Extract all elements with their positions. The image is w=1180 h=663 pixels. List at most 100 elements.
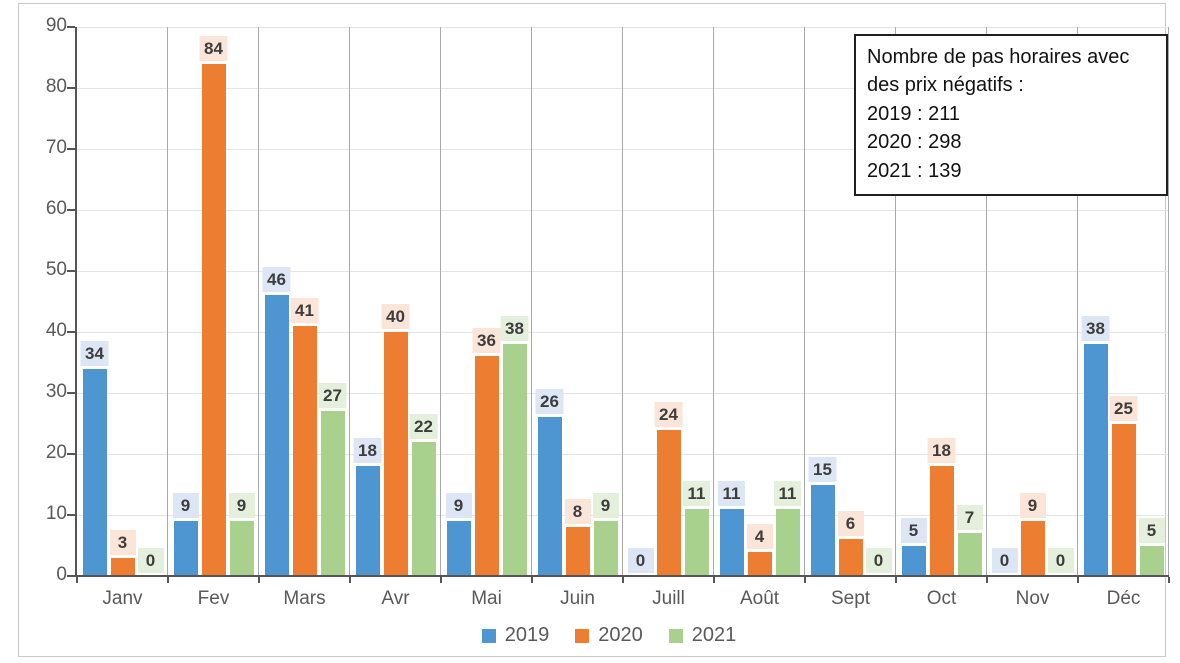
bar-2020-Oct (929, 466, 954, 576)
bar-2019-Oct (901, 545, 926, 576)
legend-label: 2019 (504, 624, 550, 646)
y-axis-line (75, 27, 77, 576)
y-axis-tick (67, 514, 75, 516)
x-axis-category-label: Mai (471, 588, 502, 609)
data-label-2019-Janv: 34 (80, 340, 109, 366)
y-axis-tick-label: 90 (45, 15, 67, 36)
data-label-2021-Juill: 11 (682, 480, 711, 506)
bar-2020-Juill (656, 429, 681, 576)
x-axis-tick (531, 577, 533, 583)
gridline-vertical-separator (986, 27, 987, 576)
data-label-2020-Mai: 36 (472, 328, 501, 354)
data-label-2020-Août: 4 (746, 523, 773, 549)
data-label-2020-Sept: 6 (837, 511, 864, 537)
x-axis-tick (622, 577, 624, 583)
legend: 2019 2020 2021 (19, 624, 1180, 647)
gridline-vertical-separator (895, 27, 896, 576)
x-axis-category-label: Nov (1015, 588, 1050, 609)
x-axis-category-label: Fev (197, 588, 230, 609)
gridline-vertical-separator (258, 27, 259, 576)
x-axis-category-label: Août (739, 588, 780, 609)
x-axis-tick (258, 577, 260, 583)
bar-2020-Août (747, 551, 772, 576)
data-label-2021-Août: 11 (773, 480, 802, 506)
gridline-vertical-separator (804, 27, 805, 576)
bar-2020-Sept (838, 539, 863, 576)
x-axis-line (75, 575, 1169, 577)
bar-2019-Mars (264, 295, 289, 576)
annotation-line: Nombre de pas horaires avec (867, 46, 1130, 68)
gridline-vertical-separator (167, 27, 168, 576)
gridline-vertical-separator (713, 27, 714, 576)
y-axis-tick (67, 209, 75, 211)
legend-label: 2021 (691, 624, 737, 646)
x-axis-category-label: Juill (652, 588, 685, 609)
legend-item-2019: 2019 (481, 624, 550, 647)
x-axis-category-label: Déc (1106, 588, 1141, 609)
y-axis-tick (67, 148, 75, 150)
plot-area: 34 9 46 18 9 26 0 11 15 5 0 38 3 84 41 40 36 8 24 4 6 18 9 25 0 9… (77, 27, 1169, 576)
gridline-vertical-separator (531, 27, 532, 576)
x-axis-tick (167, 577, 169, 583)
data-label-2021-Mars: 27 (318, 383, 347, 409)
bar-2019-Avr (355, 466, 380, 576)
y-axis-tick-label: 30 (45, 381, 67, 402)
y-axis-tick-label: 0 (56, 564, 67, 585)
bar-2019-Juin (537, 417, 562, 576)
gridline-horizontal (77, 515, 1169, 516)
gridline-horizontal (77, 393, 1169, 394)
data-label-2020-Janv: 3 (109, 529, 136, 555)
legend-label: 2020 (598, 624, 643, 646)
y-axis-tick-label: 10 (45, 503, 67, 524)
annotation-line: des prix négatifs : (867, 74, 1024, 97)
data-label-2021-Déc: 5 (1138, 517, 1165, 543)
y-axis-tick-label: 50 (45, 259, 67, 280)
data-label-2020-Mars: 41 (290, 297, 319, 323)
data-label-2019-Déc: 38 (1081, 316, 1110, 342)
x-axis-tick (1077, 577, 1079, 583)
y-axis-tick-label: 40 (45, 320, 67, 341)
gridline-vertical-separator (440, 27, 441, 576)
bar-2020-Déc (1111, 423, 1136, 576)
gridline-horizontal (77, 27, 1169, 28)
annotation-line: 2019 : 211 (867, 102, 961, 125)
x-axis-category-label: Mars (283, 588, 326, 609)
y-axis-tick (67, 453, 75, 455)
bar-2020-Mars (292, 325, 317, 576)
data-label-2020-Déc: 25 (1109, 395, 1138, 421)
x-axis-tick (349, 577, 351, 583)
data-label-2021-Nov: 0 (1047, 548, 1074, 573)
x-axis-tick (440, 577, 442, 583)
bar-2021-Déc (1139, 545, 1164, 576)
legend-item-2021: 2021 (668, 624, 737, 647)
bar-2020-Fev (201, 63, 226, 576)
gridline-horizontal (77, 454, 1169, 455)
data-label-2019-Mars: 46 (262, 267, 291, 293)
data-label-2019-Juill: 0 (627, 548, 654, 573)
chart-frame: 34 9 46 18 9 26 0 11 15 5 0 38 3 84 41 40 36 8 24 4 6 18 9 25 0 9… (18, 3, 1170, 657)
legend-item-2020: 2020 (575, 624, 643, 647)
data-label-2019-Avr: 18 (353, 438, 382, 464)
y-axis-tick (67, 575, 75, 577)
data-label-2021-Fev: 9 (228, 493, 255, 519)
gridline-horizontal (77, 332, 1169, 333)
y-axis-tick-label: 80 (45, 76, 67, 97)
x-axis-category-label: Janv (102, 588, 143, 609)
data-label-2019-Oct: 5 (900, 517, 927, 543)
data-label-2021-Mai: 38 (500, 316, 529, 342)
bar-2020-Avr (383, 332, 408, 576)
bar-2021-Juin (593, 521, 618, 576)
gridline-vertical-separator (349, 27, 350, 576)
data-label-2020-Nov: 9 (1019, 493, 1046, 519)
gridline-horizontal (77, 271, 1169, 272)
data-label-2021-Sept: 0 (865, 548, 892, 573)
data-label-2019-Mai: 9 (445, 493, 472, 519)
x-axis-category-label: Oct (926, 588, 957, 609)
bar-2021-Août (775, 508, 800, 576)
x-axis-category-label: Avr (381, 588, 410, 609)
data-label-2020-Juill: 24 (654, 401, 683, 427)
bar-2019-Fev (173, 521, 198, 576)
x-axis-tick (1168, 577, 1170, 583)
data-label-2021-Oct: 7 (956, 505, 983, 531)
bar-2021-Oct (957, 533, 982, 576)
